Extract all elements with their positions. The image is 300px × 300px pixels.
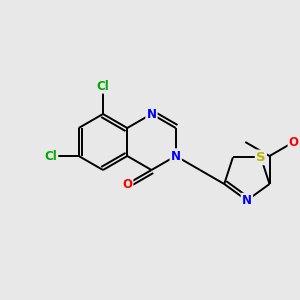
Text: O: O bbox=[122, 178, 132, 190]
Text: N: N bbox=[146, 107, 157, 121]
Text: Cl: Cl bbox=[44, 149, 57, 163]
Text: S: S bbox=[256, 151, 266, 164]
Text: N: N bbox=[171, 149, 181, 163]
Text: O: O bbox=[289, 136, 299, 148]
Text: Cl: Cl bbox=[97, 80, 110, 92]
Text: N: N bbox=[242, 194, 252, 207]
